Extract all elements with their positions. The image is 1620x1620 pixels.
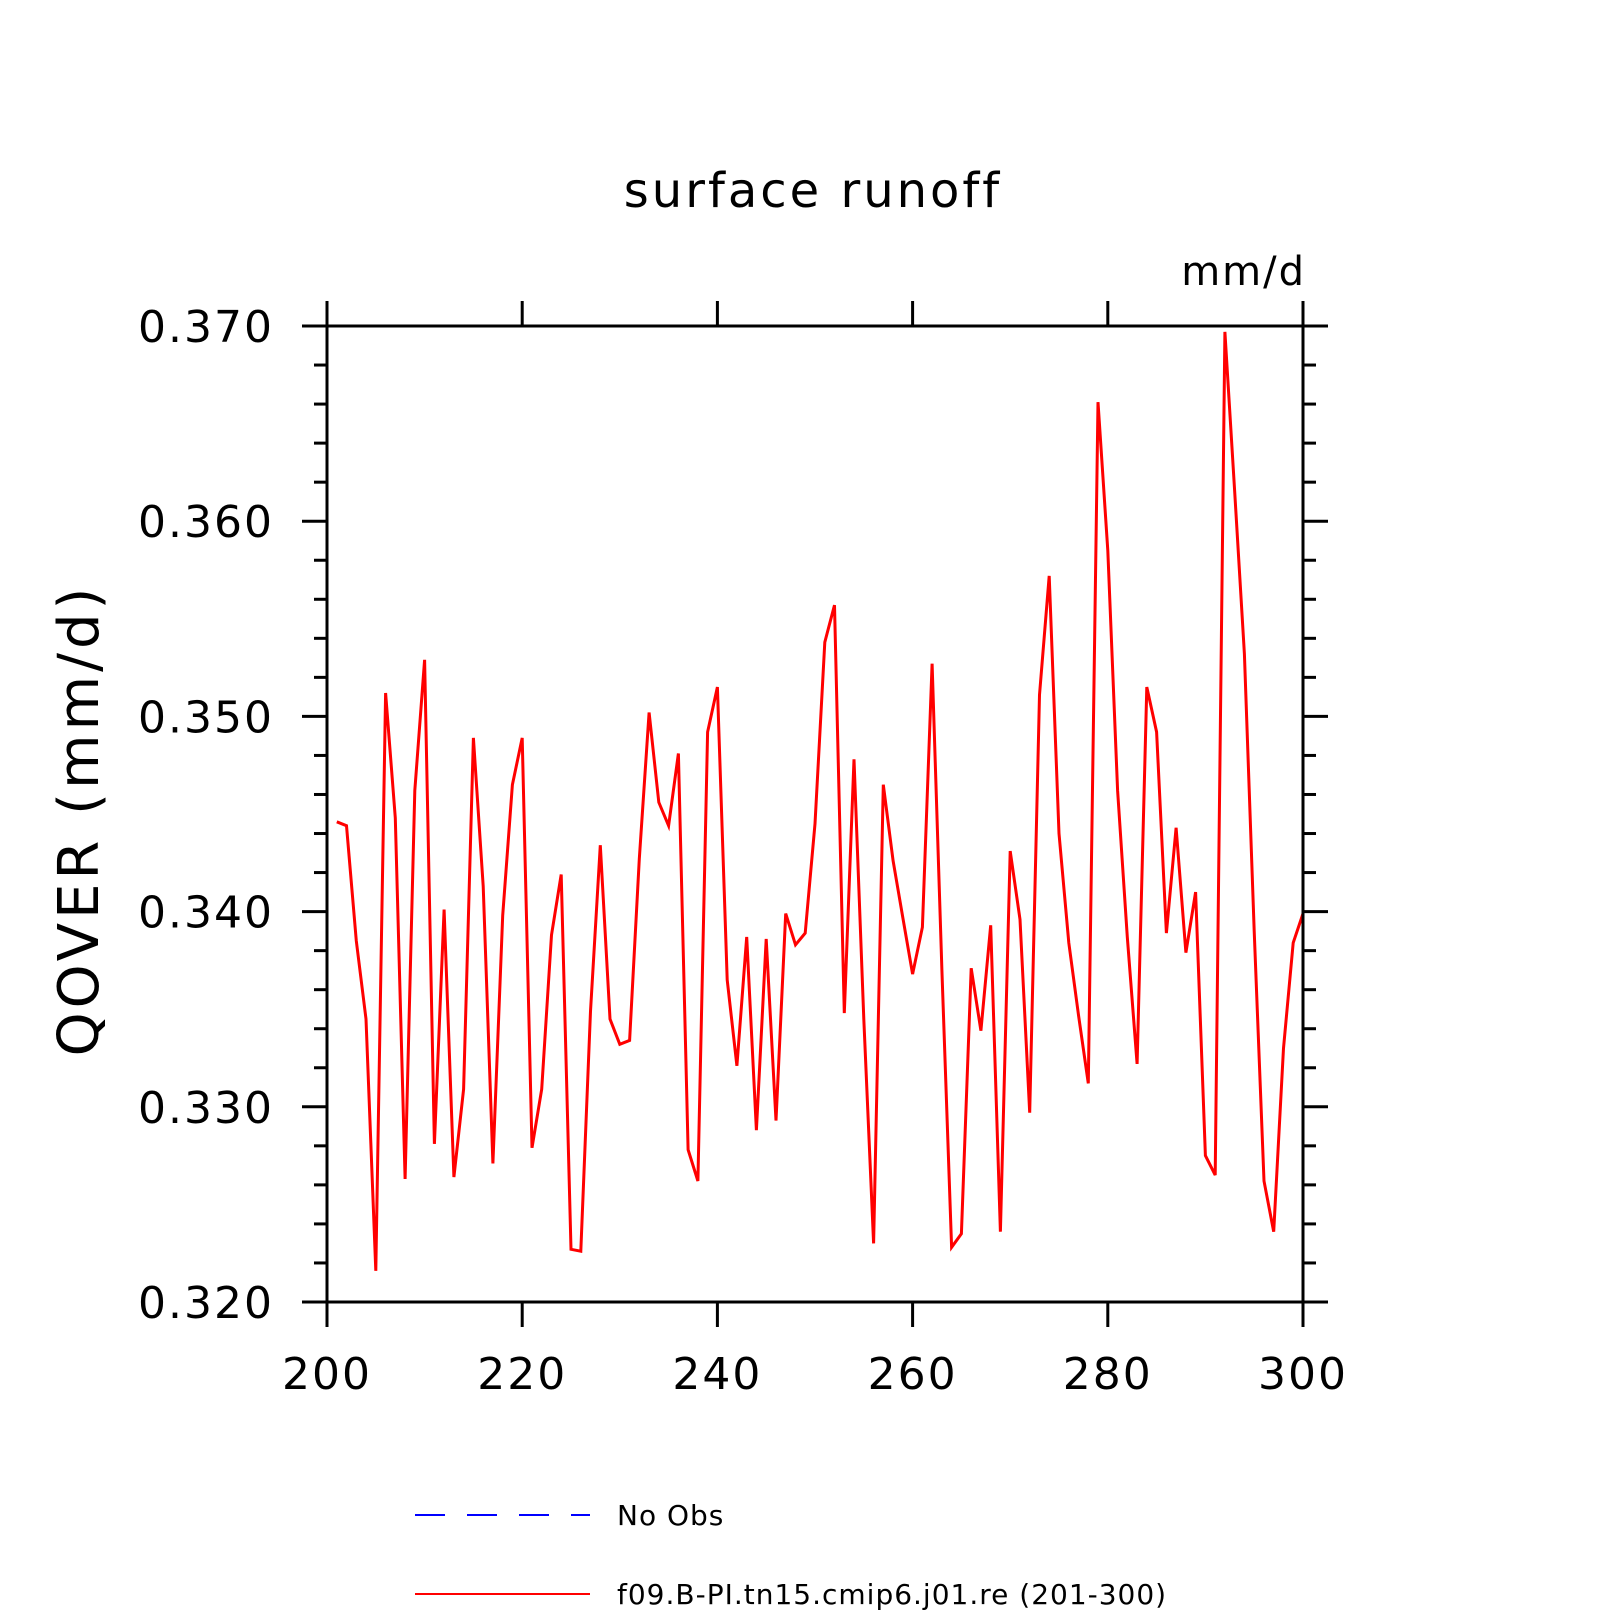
- x-tick-label: 300: [1258, 1349, 1348, 1400]
- y-tick-label: 0.320: [138, 1278, 274, 1329]
- axis-ticks: 200 220 240 260 280 300 0.320 0.330 0.340 0.350 0.…: [138, 301, 1348, 1400]
- legend-label-model: f09.B-PI.tn15.cmip6.j01.re (201-300): [617, 1578, 1167, 1611]
- series-layer: [336, 331, 1305, 1271]
- x-tick-label: 280: [1063, 1349, 1153, 1400]
- series-line-1: [336, 331, 1305, 1271]
- y-tick-label: 0.360: [138, 497, 274, 548]
- x-tick-label: 220: [477, 1349, 567, 1400]
- y-tick-label: 0.330: [138, 1083, 274, 1134]
- units-label: mm/d: [1181, 249, 1306, 295]
- y-tick-label: 0.370: [138, 302, 274, 353]
- x-tick-label: 260: [868, 1349, 958, 1400]
- y-axis-label: QOVER (mm/d): [47, 584, 112, 1057]
- y-tick-label: 0.340: [138, 888, 274, 939]
- legend: No Obs f09.B-PI.tn15.cmip6.j01.re (201-3…: [415, 1499, 1167, 1611]
- chart-title: surface runoff: [624, 163, 1002, 219]
- y-tick-label: 0.350: [138, 692, 274, 743]
- legend-label-no-obs: No Obs: [617, 1499, 724, 1532]
- plot-frame: [325, 324, 1305, 1304]
- x-tick-label: 240: [672, 1349, 762, 1400]
- x-tick-label: 200: [282, 1349, 372, 1400]
